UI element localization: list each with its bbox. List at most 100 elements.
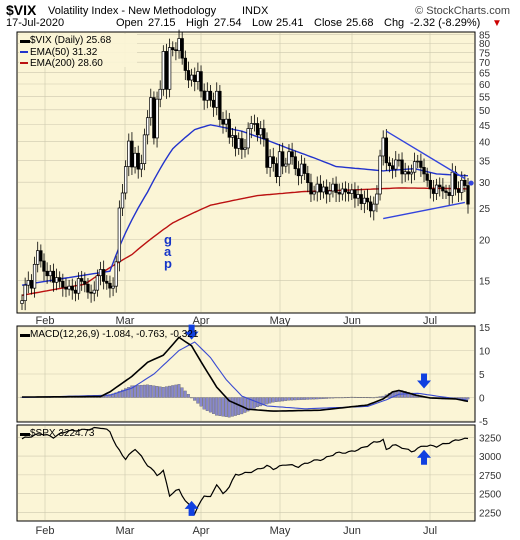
spx-y-tick-label: 2500 [479, 490, 502, 501]
macd-histogram-bar [199, 397, 203, 407]
vix-candle-body [428, 179, 432, 190]
vix-candle-body [378, 155, 382, 195]
macd-histogram-bar [243, 397, 247, 413]
macd-y-tick-label: 15 [479, 323, 491, 334]
macd-histogram-bar [268, 397, 272, 404]
vix-candle-body [456, 188, 461, 193]
vix-candle-body [58, 277, 62, 282]
macd-histogram-bar [230, 397, 234, 417]
spx-arrows [184, 449, 432, 516]
macd-y-axis: 15 10 5 0 -5 [479, 323, 491, 428]
vix-candle-body [136, 152, 140, 170]
vix-candle-body [409, 171, 414, 175]
macd-histogram-bar [334, 397, 338, 399]
macd-histogram-bar [193, 397, 197, 401]
vix-candle-body [331, 183, 335, 192]
vix-candle-body [227, 118, 231, 138]
vix-candle-body [215, 90, 219, 108]
vix-candle-body [296, 168, 301, 177]
macd-line [22, 336, 469, 412]
macd-histogram-bar [190, 397, 193, 399]
vix-candle-body [290, 151, 294, 158]
vix-candle-body [76, 278, 81, 294]
vix-candle-body [321, 186, 326, 193]
vix-candle-body [334, 183, 338, 193]
vix-candle-body [102, 269, 106, 282]
macd-histogram-bar [271, 397, 275, 403]
vix-candle-body [259, 128, 263, 136]
macd-histogram-bar [353, 396, 357, 398]
vix-candle-body [108, 282, 112, 289]
vix-candle-body [287, 151, 291, 165]
vix-candle-body [164, 51, 169, 90]
vix-legend: ▬ $VIX (Daily) 25.68 EMA(50) 31.32 EMA(2… [19, 34, 137, 69]
vix-candle-body [23, 284, 27, 302]
macd-legend: MACD(12,26,9) -1.084, -0.763, -0.321 [30, 329, 199, 340]
macd-histogram-bar [277, 397, 281, 402]
macd-histogram-bar [369, 397, 372, 399]
vix-candle-body [133, 152, 137, 168]
vix-candle-body [167, 47, 172, 90]
vix-candle-body [73, 289, 78, 294]
spx-y-axis: 3250 3000 2750 2500 2250 [479, 433, 502, 519]
macd-histogram-bar [205, 397, 209, 411]
ohlc-high-value: 27.54 [214, 17, 242, 29]
macd-histogram-bar [337, 397, 341, 399]
macd-histogram-bar [259, 397, 263, 407]
vix-candle-body [123, 166, 128, 194]
macd-histogram-bar [108, 394, 112, 398]
vix-candle-body [412, 161, 417, 173]
vix-candle-body [67, 285, 71, 290]
macd-y-tick-label: -5 [479, 417, 488, 428]
macd-y-tick-label: 10 [479, 347, 491, 358]
spx-x-axis: Feb Mar Apr May Jun Jul [36, 525, 438, 537]
macd-histogram-bar [227, 397, 231, 418]
vix-candle-body [42, 260, 46, 272]
gap-letter-p: p [164, 256, 172, 271]
macd-histogram-bar [375, 396, 379, 398]
vix-candle-body [246, 128, 250, 149]
vix-candle-body [274, 163, 279, 177]
vix-candle-body [240, 138, 244, 150]
macd-histogram-bar [378, 396, 382, 398]
vix-candle-body [303, 163, 307, 174]
macd-histogram-bar [246, 397, 250, 412]
vix-candle-body [211, 99, 216, 108]
vix-candle-body [114, 261, 118, 287]
macd-y-tick-label: 0 [479, 394, 485, 405]
vix-y-tick-label: 70 [479, 58, 491, 69]
vix-candle-body [309, 182, 313, 195]
macd-down-arrow-icon [417, 373, 432, 389]
vix-y-tick-label: 55 [479, 92, 491, 103]
spx-legend-marker: ▬ [20, 428, 30, 439]
vix-candle-body [61, 280, 65, 288]
vix-candle-body [145, 117, 150, 136]
vix-candle-body [441, 186, 445, 192]
vix-candle-body [453, 171, 458, 190]
vix-y-tick-label: 85 [479, 31, 491, 42]
macd-histogram-bar [142, 384, 146, 398]
vix-candle-body [208, 90, 213, 101]
macd-histogram-bar [218, 397, 222, 416]
vix-candle-body [193, 74, 197, 83]
macd-histogram-bar [356, 397, 360, 398]
vix-candle-body [142, 134, 147, 164]
macd-histogram-bar [281, 397, 285, 402]
macd-histogram-bar [139, 385, 143, 398]
vix-candle-body [450, 171, 454, 196]
vix-candle-body [45, 270, 49, 277]
vix-candle-body [400, 159, 404, 175]
vix-candle-body [419, 160, 423, 168]
vix-candle-body [127, 140, 131, 167]
vix-candle-body [152, 97, 156, 139]
vix-candle-body [155, 98, 159, 139]
vix-candle-body [268, 156, 272, 168]
vix-y-tick-label: 75 [479, 48, 491, 59]
chart-exchange: INDX [242, 5, 269, 17]
spx-price-line [21, 426, 469, 516]
vix-y-tick-label: 40 [479, 137, 491, 148]
macd-histogram-bar [306, 397, 310, 400]
vix-y-tick-label: 30 [479, 178, 491, 189]
macd-histogram-bar [312, 397, 316, 400]
